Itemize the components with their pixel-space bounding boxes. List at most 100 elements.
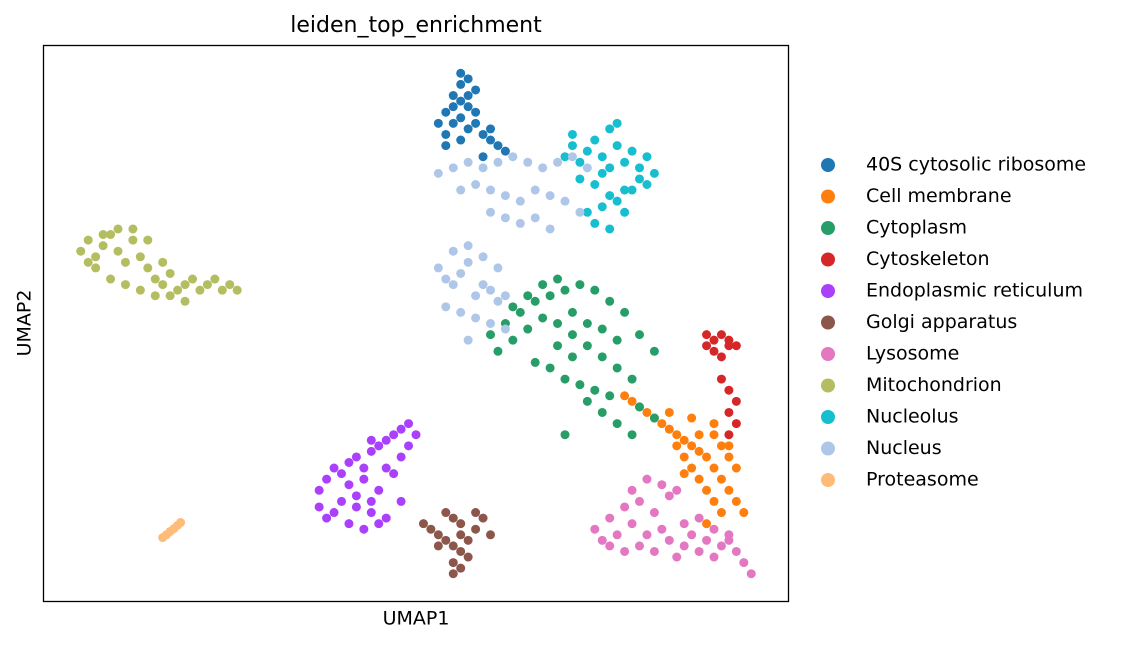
- point: [530, 213, 540, 223]
- point: [716, 474, 726, 484]
- legend-label: Cytoplasm: [866, 217, 967, 239]
- point: [724, 341, 734, 351]
- point: [620, 502, 630, 512]
- point: [493, 141, 503, 151]
- point: [605, 191, 615, 201]
- point: [351, 491, 361, 501]
- point: [456, 519, 466, 529]
- point: [716, 541, 726, 551]
- point: [456, 68, 466, 78]
- point: [232, 285, 242, 295]
- point: [344, 480, 354, 490]
- point: [575, 280, 585, 290]
- point: [620, 185, 630, 195]
- point: [486, 124, 495, 134]
- point: [590, 524, 600, 534]
- point: [597, 202, 607, 212]
- point: [411, 430, 421, 440]
- point: [567, 141, 577, 151]
- point: [605, 391, 615, 401]
- point: [582, 396, 592, 406]
- point: [716, 330, 726, 340]
- plot-frame: [42, 44, 790, 603]
- point: [687, 463, 697, 473]
- point: [597, 407, 607, 417]
- legend-marker: [821, 252, 835, 267]
- point: [389, 430, 399, 440]
- point: [471, 107, 481, 117]
- point: [597, 324, 607, 334]
- point: [709, 524, 719, 534]
- point: [478, 513, 488, 523]
- point: [731, 546, 741, 556]
- point: [418, 519, 428, 529]
- point: [664, 424, 674, 434]
- point: [612, 118, 622, 128]
- point: [486, 530, 495, 540]
- point: [538, 280, 548, 290]
- point: [709, 335, 719, 345]
- point: [463, 102, 473, 112]
- point: [478, 129, 488, 139]
- point: [538, 313, 548, 323]
- point: [746, 569, 756, 579]
- point: [337, 469, 346, 479]
- point: [448, 91, 458, 101]
- legend-label: Proteasome: [866, 469, 979, 491]
- point: [150, 291, 160, 301]
- point: [679, 541, 689, 551]
- point: [739, 508, 749, 518]
- point: [441, 535, 451, 545]
- legend-marker: [821, 441, 835, 456]
- point: [679, 435, 689, 445]
- point: [545, 291, 555, 301]
- point: [635, 402, 644, 412]
- point: [448, 163, 458, 173]
- legend-marker: [821, 221, 835, 235]
- legend-marker: [821, 315, 835, 330]
- point: [351, 452, 361, 462]
- point: [396, 452, 406, 462]
- point: [98, 241, 108, 251]
- point: [657, 480, 667, 490]
- point: [635, 163, 644, 173]
- legend-label: Endoplasmic reticulum: [866, 280, 1083, 302]
- point: [500, 146, 510, 156]
- point: [448, 246, 458, 256]
- point: [396, 496, 406, 506]
- point: [664, 535, 674, 545]
- point: [463, 552, 473, 562]
- point: [329, 463, 339, 473]
- point: [530, 357, 540, 367]
- point: [135, 252, 145, 262]
- point: [106, 230, 116, 240]
- point: [441, 508, 451, 518]
- point: [515, 307, 525, 317]
- point: [709, 496, 719, 506]
- point: [620, 391, 630, 401]
- point: [176, 518, 186, 528]
- point: [582, 207, 592, 217]
- point: [605, 513, 615, 523]
- point: [731, 396, 741, 406]
- point: [404, 419, 414, 429]
- point: [702, 519, 712, 529]
- point: [486, 135, 495, 145]
- point: [620, 546, 630, 556]
- legend-marker: [821, 473, 835, 487]
- legend-label: Lysosome: [866, 343, 959, 365]
- point: [545, 363, 555, 373]
- point: [456, 307, 466, 317]
- point: [448, 541, 458, 551]
- point: [553, 274, 563, 284]
- point: [605, 224, 615, 234]
- point: [359, 524, 369, 534]
- point: [180, 280, 190, 290]
- point: [560, 152, 570, 162]
- legend-label: 40S cytosolic ribosome: [866, 154, 1086, 176]
- point: [433, 263, 443, 273]
- point: [582, 319, 592, 328]
- point: [642, 474, 652, 484]
- point: [597, 168, 607, 178]
- point: [731, 419, 741, 429]
